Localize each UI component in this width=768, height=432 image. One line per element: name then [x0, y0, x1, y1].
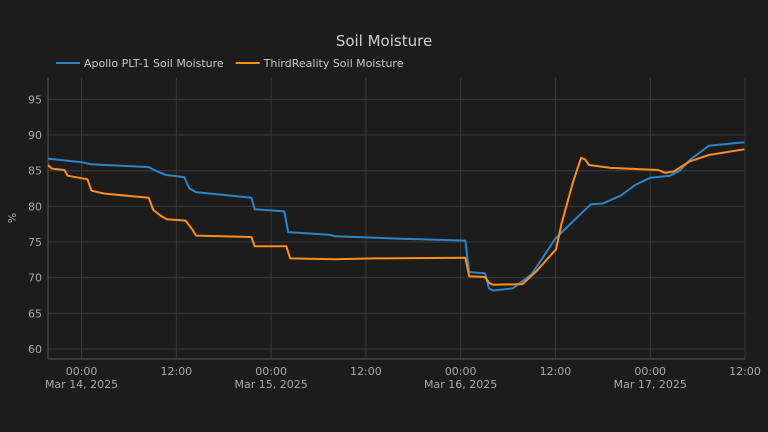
x-tick-date-label: Mar 17, 2025: [614, 378, 687, 391]
series-line: [47, 148, 745, 286]
x-tick-label: 00:00: [634, 365, 666, 378]
x-tick-label: 12:00: [160, 365, 192, 378]
legend: Apollo PLT-1 Soil Moisture ThirdReality S…: [56, 57, 404, 70]
legend-entry: Apollo PLT-1 Soil Moisture: [84, 57, 224, 70]
y-tick-label: 85: [28, 165, 42, 178]
y-axis-label: %: [6, 213, 19, 223]
chart-title: Soil Moisture: [336, 32, 432, 50]
x-tick-label: 00:00: [445, 365, 477, 378]
series-line: [47, 141, 745, 292]
x-tick-label: 12:00: [540, 365, 572, 378]
y-tick-label: 75: [28, 236, 42, 249]
x-tick-label: 00:00: [255, 365, 287, 378]
y-tick-label: 70: [28, 272, 42, 285]
y-tick-label: 60: [28, 343, 42, 356]
y-tick-label: 65: [28, 307, 42, 320]
x-tick-date-label: Mar 14, 2025: [45, 378, 118, 391]
x-tick-label: 12:00: [350, 365, 382, 378]
grid: [48, 78, 746, 359]
legend-entry: ThirdReality Soil Moisture: [263, 57, 404, 70]
x-tick-date-label: Mar 15, 2025: [234, 378, 307, 391]
y-tick-label: 95: [28, 93, 42, 106]
x-tick-date-label: Mar 16, 2025: [424, 378, 497, 391]
x-tick-label: 00:00: [66, 365, 98, 378]
y-tick-label: 90: [28, 129, 42, 142]
series-lines: [47, 141, 745, 292]
y-tick-label: 80: [28, 200, 42, 213]
x-tick-label: 12:00: [729, 365, 761, 378]
